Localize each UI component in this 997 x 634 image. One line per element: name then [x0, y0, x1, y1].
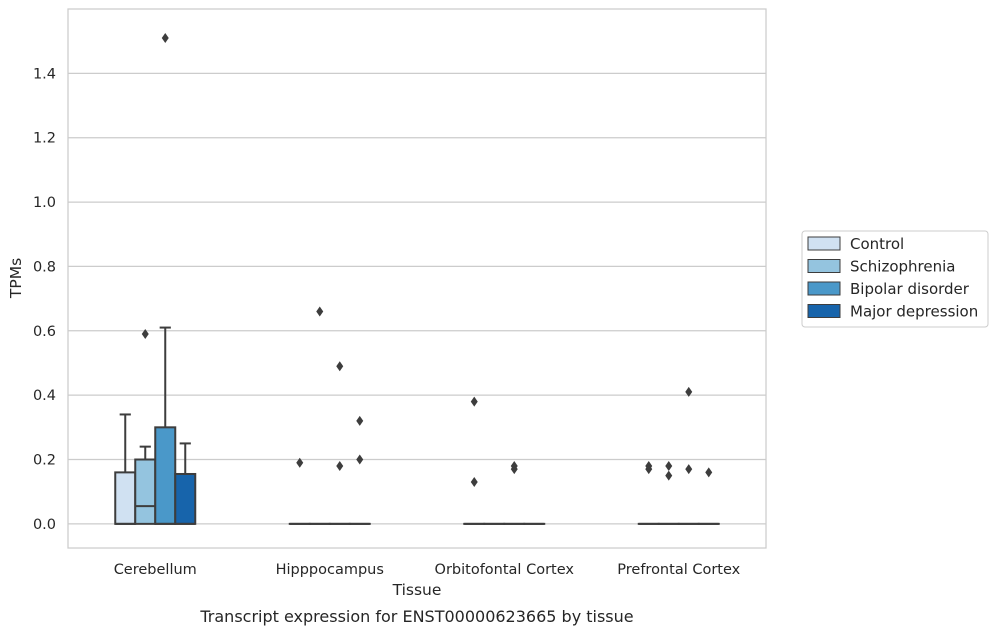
x-axis-label: Tissue [392, 581, 442, 599]
box-iqr [134, 458, 157, 525]
legend-label: Control [850, 235, 904, 253]
legend-label: Schizophrenia [850, 258, 955, 276]
box-schizophrenia [657, 460, 680, 525]
y-axis-label: TPMs [7, 258, 25, 299]
outlier-point [705, 467, 713, 478]
outlier-point [141, 329, 149, 340]
figure-caption: Transcript expression for ENST0000062366… [199, 607, 633, 626]
box-major-depression [697, 467, 720, 525]
outlier-point [685, 464, 693, 475]
outlier-point [296, 457, 304, 468]
legend-label: Major depression [850, 303, 978, 321]
box-major-depression [348, 415, 371, 525]
legend-label: Bipolar disorder [850, 280, 970, 298]
outlier-point [665, 460, 673, 471]
y-tick-label: 0.8 [33, 259, 56, 275]
y-tick-label: 0.4 [33, 388, 56, 404]
box-bipolar-disorder [328, 361, 351, 525]
outlier-point [356, 415, 364, 426]
outlier-point [665, 470, 673, 481]
legend-swatch [807, 236, 841, 251]
legend-swatch [807, 259, 841, 273]
legend: Control Schizophrenia Bipolar disorder Majo… [801, 230, 989, 328]
x-tick-label: Orbitofontal Cortex [435, 562, 575, 578]
box-control [637, 460, 660, 525]
x-tick-label: Prefrontal Cortex [617, 562, 740, 578]
y-tick-label: 0.6 [33, 324, 56, 340]
box-control [463, 396, 486, 525]
box-plot-marks [114, 32, 720, 525]
box-bipolar-disorder [154, 32, 177, 525]
box-iqr [174, 472, 197, 525]
y-tick-label: 0.2 [33, 453, 56, 469]
box-major-depression [174, 442, 197, 525]
outlier-point [336, 460, 344, 471]
box-bipolar-disorder [677, 386, 700, 525]
legend-swatch [807, 281, 841, 296]
outlier-point [161, 32, 169, 43]
box-control [288, 457, 311, 525]
outlier-point [316, 306, 324, 317]
box-schizophrenia [134, 329, 157, 525]
x-axis-ticks: Cerebellum Hipppocampus Orbitofontal Corte… [114, 562, 741, 578]
legend-frame [801, 230, 989, 328]
box-iqr [114, 471, 137, 525]
y-tick-label: 1.0 [33, 195, 56, 211]
x-tick-label: Hipppocampus [276, 562, 384, 578]
box-control [114, 413, 137, 525]
box-bipolar-disorder [503, 460, 526, 525]
outlier-point [470, 396, 478, 407]
y-tick-label: 1.2 [33, 131, 56, 147]
x-tick-label: Cerebellum [114, 562, 197, 578]
y-tick-label: 0.0 [33, 517, 56, 533]
outlier-point [470, 477, 478, 488]
box-schizophrenia [308, 306, 331, 525]
plot-area-frame [67, 8, 767, 549]
outlier-point [510, 464, 518, 475]
outlier-point [356, 454, 364, 465]
outlier-point [336, 361, 344, 372]
y-axis-ticks: 0.0 0.2 0.4 0.6 0.8 1.0 1.2 1.4 [33, 66, 56, 533]
outlier-point [685, 386, 693, 397]
legend-swatch [807, 304, 841, 318]
outlier-point [645, 464, 653, 475]
box-iqr [154, 426, 177, 525]
y-tick-label: 1.4 [33, 66, 56, 82]
